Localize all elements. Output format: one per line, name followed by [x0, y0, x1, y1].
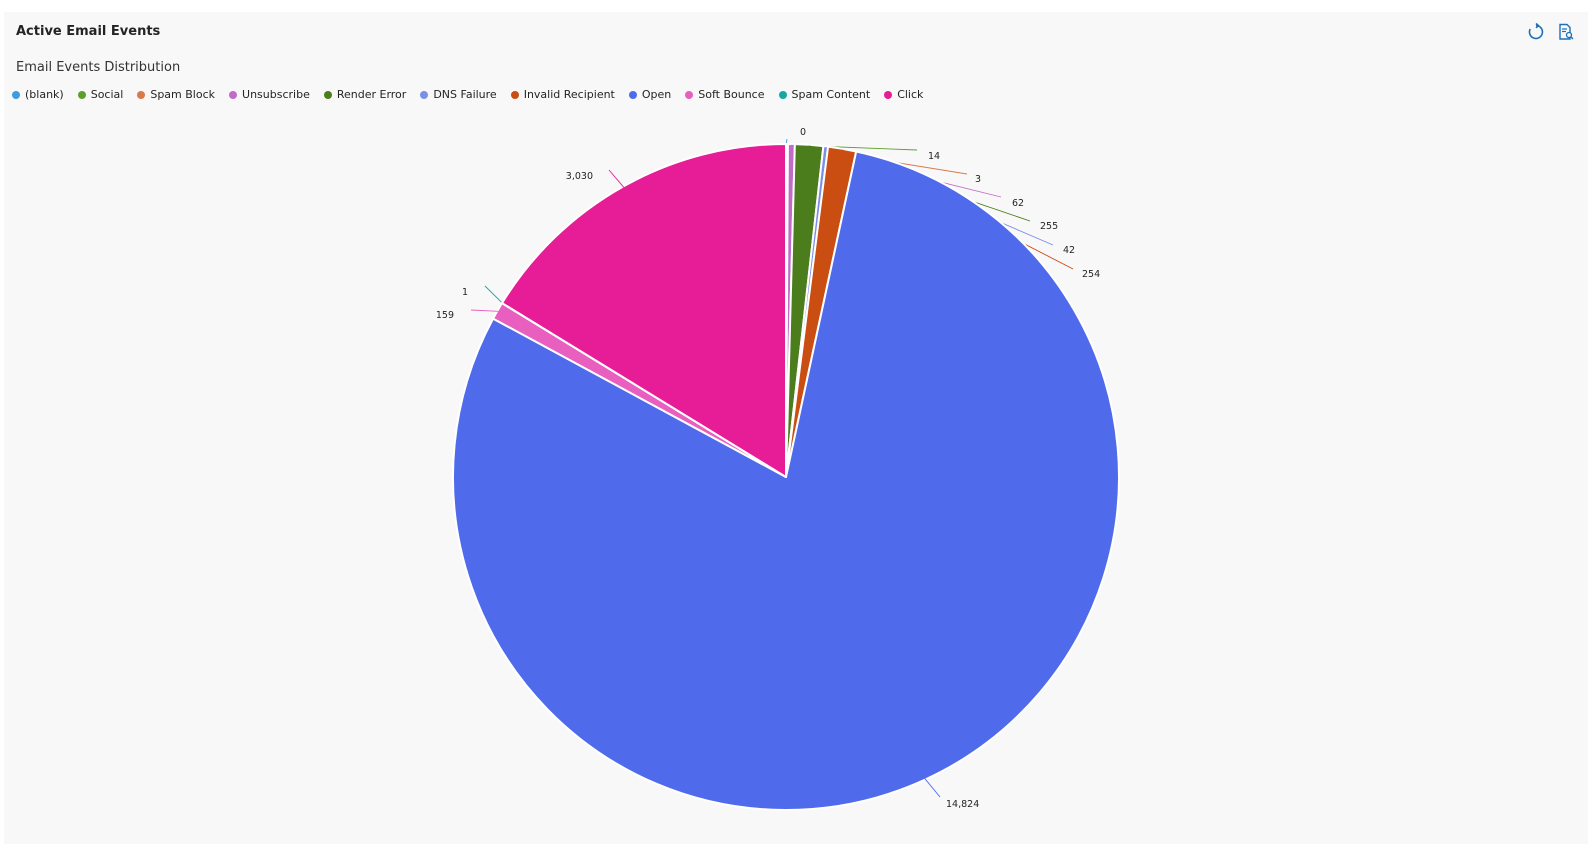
leader-line	[924, 778, 941, 798]
data-label: 1	[462, 287, 468, 298]
legend-item[interactable]: DNS Failure	[420, 88, 497, 101]
leader-line	[484, 285, 504, 304]
legend-label: Open	[641, 88, 672, 101]
legend-marker	[77, 90, 86, 99]
legend-label: Spam Content	[791, 88, 871, 101]
data-label: 42	[1063, 245, 1075, 256]
legend-item[interactable]: Spam Content	[778, 88, 871, 101]
legend-marker	[685, 90, 694, 99]
legend-item[interactable]: (blank)	[12, 88, 64, 101]
legend-marker	[323, 90, 332, 99]
data-label: 3,030	[566, 171, 593, 182]
legend-marker	[137, 90, 146, 99]
data-label: 3	[975, 174, 981, 185]
legend-item[interactable]: Click	[884, 88, 923, 101]
card-actions	[1526, 22, 1576, 42]
data-label: 159	[436, 310, 454, 321]
legend-label: Spam Block	[150, 88, 216, 101]
legend-marker	[510, 90, 519, 99]
card-title: Active Email Events	[16, 24, 161, 39]
pie-chart: 0 14 3 62 255 42 254 14,824 159 1 3,030	[436, 127, 1120, 811]
legend-label: Render Error	[336, 88, 407, 101]
legend-label: (blank)	[25, 88, 64, 101]
legend-item[interactable]: Spam Block	[137, 88, 215, 101]
legend-item[interactable]: Social	[77, 88, 124, 101]
chart-card: Active Email Events Email Events Distrib…	[4, 12, 1588, 844]
legend-item[interactable]: Open	[628, 88, 672, 101]
legend-label: DNS Failure	[433, 88, 497, 101]
data-label: 62	[1012, 198, 1024, 209]
data-label: 254	[1082, 269, 1100, 280]
legend-marker	[229, 90, 238, 99]
refresh-button[interactable]	[1526, 22, 1546, 42]
legend-marker	[12, 90, 20, 99]
legend-item[interactable]: Unsubscribe	[229, 88, 310, 101]
data-label: 255	[1040, 221, 1058, 232]
data-label: 0	[800, 127, 806, 138]
legend-item[interactable]: Render Error	[323, 88, 407, 101]
chart-title: Email Events Distribution	[16, 60, 181, 75]
legend-item[interactable]: Soft Bounce	[685, 88, 765, 101]
legend-marker	[628, 90, 637, 99]
data-label: 14,824	[946, 799, 979, 810]
legend-label: Click	[897, 88, 924, 101]
data-label: 14	[928, 151, 940, 162]
legend-label: Invalid Recipient	[523, 88, 615, 101]
report-icon	[1559, 23, 1574, 40]
legend-label: Unsubscribe	[242, 88, 310, 101]
legend-marker	[778, 90, 787, 99]
legend-label: Soft Bounce	[698, 88, 765, 101]
legend-label: Social	[90, 88, 124, 101]
chart-legend: (blank) Social Spam Block Unsubscribe Render…	[12, 88, 937, 101]
report-button[interactable]	[1556, 22, 1576, 42]
legend-item[interactable]: Invalid Recipient	[510, 88, 615, 101]
refresh-icon	[1528, 23, 1544, 40]
legend-marker	[884, 90, 893, 99]
leader-line	[470, 309, 499, 312]
leader-line	[608, 169, 625, 188]
legend-marker	[420, 90, 429, 99]
